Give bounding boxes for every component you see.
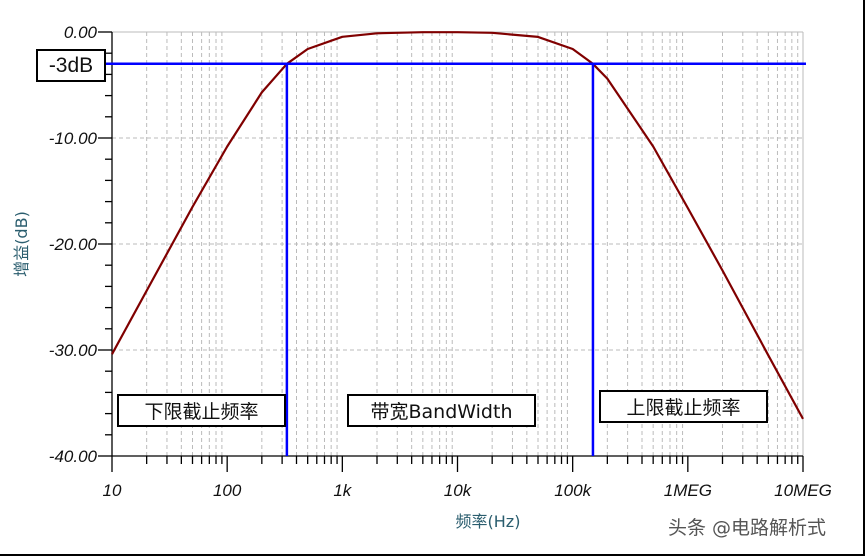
- x-tick-label: 100: [213, 481, 242, 500]
- x-tick-label: 10MEG: [774, 481, 832, 500]
- y-tick-label: -40.00: [49, 447, 98, 466]
- x-axis-label: 频率(Hz): [456, 512, 521, 531]
- y-axis-label: 增益(dB): [12, 211, 31, 277]
- axes: [98, 31, 804, 472]
- y-tick-label: 0.00: [64, 23, 98, 42]
- tick-labels: 0.00 -10.00 -20.00 -30.00 -40.00 10 100 1k 10k 10…: [49, 23, 832, 500]
- gain-curve: [111, 31, 804, 420]
- x-tick-label: 1k: [333, 481, 352, 500]
- x-tick-label: 10: [103, 481, 122, 500]
- x-tick-label: 10k: [444, 481, 473, 500]
- y-tick-label: -20.00: [49, 235, 98, 254]
- series: [111, 31, 804, 420]
- cutoff-markers: [106, 62, 806, 456]
- y-tick-label: -30.00: [49, 341, 98, 360]
- annotation-lower-cutoff: 下限截止频率: [117, 394, 286, 427]
- watermark: 头条 @电路解析式: [668, 517, 827, 539]
- annotation-bandwidth: 带宽BandWidth: [347, 394, 536, 427]
- annotation-3db: -3dB: [36, 49, 106, 82]
- grid: [112, 31, 804, 456]
- y-tick-label: -10.00: [49, 129, 98, 148]
- annotation-upper-cutoff: 上限截止频率: [599, 390, 768, 423]
- x-tick-label: 1MEG: [664, 481, 712, 500]
- x-tick-label: 100k: [554, 481, 592, 500]
